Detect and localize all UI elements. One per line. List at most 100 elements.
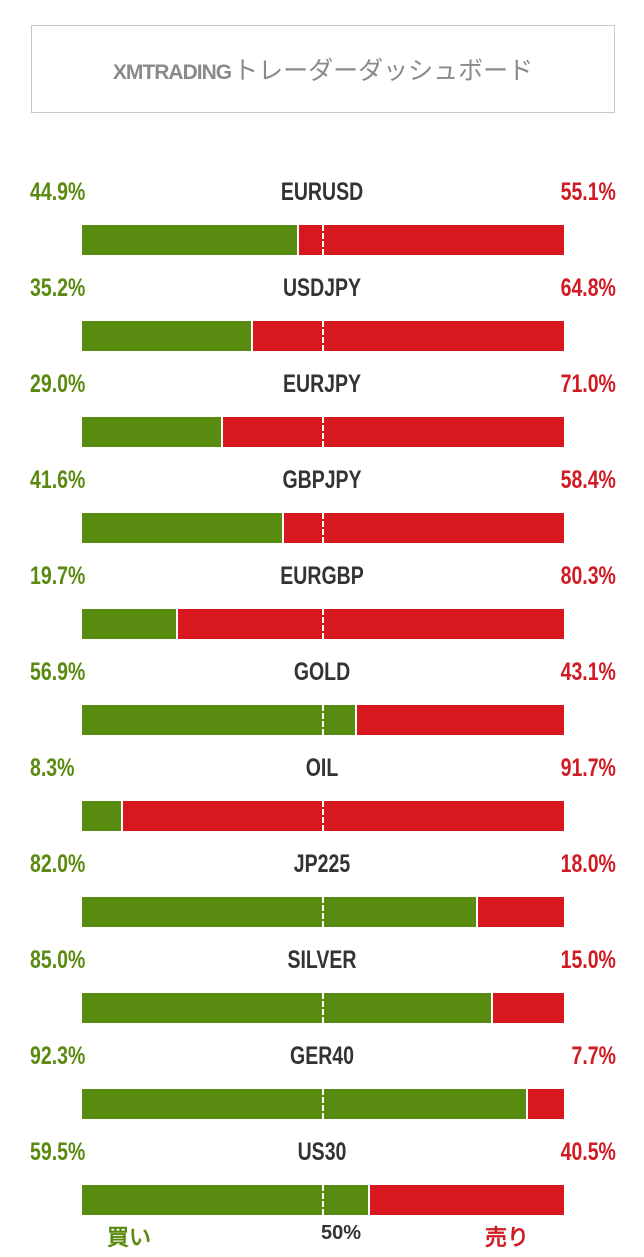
segment-divider bbox=[476, 897, 478, 927]
sell-percent-label: 15.0% bbox=[560, 946, 616, 974]
dashboard-title: XMTRADINGトレーダーダッシュボード bbox=[113, 51, 533, 87]
sell-bar-segment bbox=[356, 705, 564, 735]
buy-bar-segment bbox=[82, 417, 222, 447]
segment-divider bbox=[355, 705, 357, 735]
sentiment-row: 35.2% USDJPY 64.8% bbox=[0, 266, 644, 362]
buy-percent-label: 19.7% bbox=[30, 562, 86, 590]
buy-bar-segment bbox=[82, 705, 356, 735]
sentiment-row: 44.9% EURUSD 55.1% bbox=[0, 170, 644, 266]
sentiment-bar bbox=[82, 705, 564, 735]
sentiment-bar bbox=[82, 1185, 564, 1215]
sentiment-row: 41.6% GBPJPY 58.4% bbox=[0, 458, 644, 554]
sell-percent-label: 58.4% bbox=[560, 466, 616, 494]
symbol-label: JP225 bbox=[293, 850, 351, 878]
buy-percent-label: 85.0% bbox=[30, 946, 86, 974]
sentiment-row: 85.0% SILVER 15.0% bbox=[0, 938, 644, 1034]
sell-bar-segment bbox=[477, 897, 564, 927]
sell-bar-segment bbox=[492, 993, 564, 1023]
sentiment-row: 82.0% JP225 18.0% bbox=[0, 842, 644, 938]
segment-divider bbox=[297, 225, 299, 255]
sentiment-bar bbox=[82, 897, 564, 927]
midline-marker bbox=[322, 1089, 324, 1119]
buy-percent-label: 44.9% bbox=[30, 178, 86, 206]
sell-percent-label: 55.1% bbox=[560, 178, 616, 206]
sentiment-bar bbox=[82, 225, 564, 255]
sentiment-row: 92.3% GER40 7.7% bbox=[0, 1034, 644, 1130]
sentiment-bar bbox=[82, 801, 564, 831]
sentiment-bar bbox=[82, 993, 564, 1023]
midline-marker bbox=[322, 417, 324, 447]
sentiment-bar bbox=[82, 321, 564, 351]
sentiment-row: 29.0% EURJPY 71.0% bbox=[0, 362, 644, 458]
sentiment-bar bbox=[82, 513, 564, 543]
midline-marker bbox=[322, 1185, 324, 1215]
midline-marker bbox=[322, 321, 324, 351]
buy-percent-label: 82.0% bbox=[30, 850, 86, 878]
sell-percent-label: 7.7% bbox=[571, 1042, 616, 1070]
segment-divider bbox=[176, 609, 178, 639]
symbol-label: GOLD bbox=[293, 658, 351, 686]
buy-percent-label: 56.9% bbox=[30, 658, 86, 686]
sell-bar-segment bbox=[177, 609, 564, 639]
sell-percent-label: 18.0% bbox=[560, 850, 616, 878]
sell-percent-label: 64.8% bbox=[560, 274, 616, 302]
buy-percent-label: 41.6% bbox=[30, 466, 86, 494]
segment-divider bbox=[251, 321, 253, 351]
buy-percent-label: 59.5% bbox=[30, 1138, 86, 1166]
symbol-label: EURJPY bbox=[282, 370, 362, 398]
symbol-label: OIL bbox=[305, 754, 339, 782]
midline-marker bbox=[322, 897, 324, 927]
brand-name: XMTRADING bbox=[112, 61, 232, 84]
sell-percent-label: 71.0% bbox=[560, 370, 616, 398]
sentiment-row: 19.7% EURGBP 80.3% bbox=[0, 554, 644, 650]
sell-bar-segment bbox=[283, 513, 564, 543]
sentiment-row: 59.5% US30 40.5% bbox=[0, 1130, 644, 1226]
legend-buy-label: 買い bbox=[107, 1226, 152, 1251]
symbol-label: SILVER bbox=[287, 946, 357, 974]
segment-divider bbox=[491, 993, 493, 1023]
symbol-label: US30 bbox=[297, 1138, 347, 1166]
buy-bar-segment bbox=[82, 801, 122, 831]
sell-bar-segment bbox=[222, 417, 564, 447]
symbol-label: EURUSD bbox=[280, 178, 364, 206]
buy-bar-segment bbox=[82, 897, 477, 927]
midline-marker bbox=[322, 225, 324, 255]
sell-percent-label: 40.5% bbox=[560, 1138, 616, 1166]
segment-divider bbox=[368, 1185, 370, 1215]
sell-percent-label: 80.3% bbox=[560, 562, 616, 590]
title-suffix: トレーダーダッシュボード bbox=[233, 56, 534, 85]
symbol-label: GER40 bbox=[290, 1042, 354, 1070]
midline-marker bbox=[322, 801, 324, 831]
buy-bar-segment bbox=[82, 993, 492, 1023]
buy-percent-label: 35.2% bbox=[30, 274, 86, 302]
buy-bar-segment bbox=[82, 513, 283, 543]
buy-bar-segment bbox=[82, 1185, 369, 1215]
sell-bar-segment bbox=[252, 321, 564, 351]
sentiment-bar bbox=[82, 609, 564, 639]
buy-bar-segment bbox=[82, 609, 177, 639]
dashboard-title-box: XMTRADINGトレーダーダッシュボード bbox=[31, 25, 615, 113]
sentiment-bar bbox=[82, 1089, 564, 1119]
legend-midline-label: 50% bbox=[320, 1222, 362, 1244]
buy-bar-segment bbox=[82, 321, 252, 351]
symbol-label: EURGBP bbox=[280, 562, 364, 590]
sentiment-row: 8.3% OIL 91.7% bbox=[0, 746, 644, 842]
chart-legend: 買い 50% 売り bbox=[0, 1220, 644, 1251]
sell-bar-segment bbox=[298, 225, 564, 255]
symbol-label: USDJPY bbox=[282, 274, 362, 302]
sell-bar-segment bbox=[527, 1089, 564, 1119]
segment-divider bbox=[121, 801, 123, 831]
buy-percent-label: 8.3% bbox=[30, 754, 75, 782]
buy-bar-segment bbox=[82, 1089, 527, 1119]
sell-bar-segment bbox=[369, 1185, 564, 1215]
midline-marker bbox=[322, 609, 324, 639]
sell-bar-segment bbox=[122, 801, 564, 831]
sentiment-bar bbox=[82, 417, 564, 447]
segment-divider bbox=[526, 1089, 528, 1119]
midline-marker bbox=[322, 993, 324, 1023]
midline-marker bbox=[322, 705, 324, 735]
sell-percent-label: 43.1% bbox=[560, 658, 616, 686]
buy-percent-label: 29.0% bbox=[30, 370, 86, 398]
symbol-label: GBPJPY bbox=[282, 466, 362, 494]
segment-divider bbox=[282, 513, 284, 543]
